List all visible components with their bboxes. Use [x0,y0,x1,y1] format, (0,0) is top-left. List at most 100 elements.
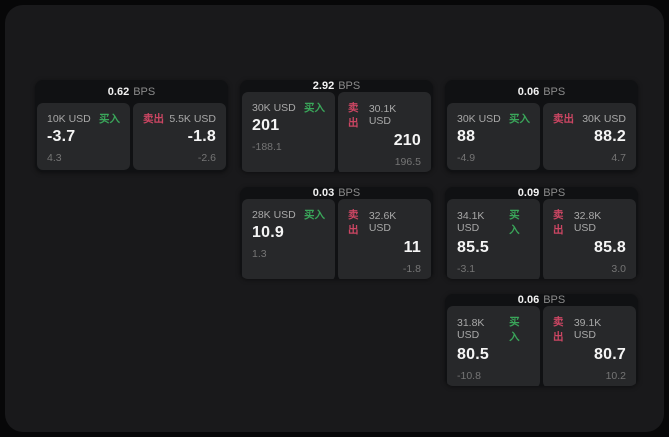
sell-quote-tile[interactable]: 卖出 32.8K USD 85.8 3.0 [543,199,636,279]
bps-value: 0.03 [312,187,335,199]
buy-delta: -188.1 [252,141,282,153]
quote-card: 0.62 BPS 10K USD 买入 -3.7 4.3 卖出 5.5K USD… [35,80,228,172]
quote-cards-grid: 0.62 BPS 10K USD 买入 -3.7 4.3 卖出 5.5K USD… [35,80,638,386]
sell-delta: 10.2 [605,370,626,382]
buy-delta: -3.1 [457,263,476,275]
card-header: 0.09 BPS [445,187,638,199]
sell-size-label: 5.5K USD [169,112,216,125]
buy-price: 88 [457,128,476,145]
sell-price: 85.8 [594,239,626,256]
bps-suffix-label: BPS [543,85,566,98]
sell-price: 11 [403,239,421,256]
bps-suffix-label: BPS [543,187,566,199]
buy-side-label: 买入 [509,209,520,236]
sell-size-label: 32.8K USD [573,210,602,234]
sell-size-label: 30.1K USD [368,103,397,127]
sell-quote-tile[interactable]: 卖出 5.5K USD -1.8 -2.6 [133,103,226,170]
sell-size-label: 32.6K USD [368,210,397,234]
quote-tiles: 30K USD 买入 201 -188.1 卖出 30.1K USD 210 1… [240,92,433,172]
card-header: 2.92 BPS [240,80,433,92]
buy-size-label: 31.8K USD [457,317,485,341]
buy-delta: 4.3 [47,152,62,164]
buy-delta: 1.3 [252,248,267,260]
bps-value: 0.06 [517,294,540,306]
sell-price: 80.7 [594,346,626,363]
buy-price: 201 [252,117,280,134]
buy-quote-tile[interactable]: 10K USD 买入 -3.7 4.3 [37,103,130,170]
buy-quote-tile[interactable]: 34.1K USD 买入 85.5 -3.1 [447,199,540,279]
bps-value: 2.92 [312,80,335,92]
buy-price: 80.5 [457,346,489,363]
sell-tile-header: 卖出 32.8K USD [553,207,626,237]
sell-tile-header: 卖出 30.1K USD [348,100,421,130]
sell-price: 210 [393,132,421,149]
buy-quote-tile[interactable]: 31.8K USD 买入 80.5 -10.8 [447,306,540,386]
card-header: 0.06 BPS [445,294,638,306]
sell-side-label: 卖出 [553,113,574,125]
buy-delta: -4.9 [457,152,476,164]
buy-side-label: 买入 [304,102,325,114]
quote-card: 0.09 BPS 34.1K USD 买入 85.5 -3.1 卖出 32.8K… [445,187,638,279]
buy-side-label: 买入 [304,209,325,221]
buy-quote-tile[interactable]: 30K USD 买入 201 -188.1 [242,92,335,172]
sell-size-label: 30K USD [582,112,626,125]
sell-quote-tile[interactable]: 卖出 32.6K USD 11 -1.8 [338,199,431,279]
sell-side-label: 卖出 [553,316,564,343]
sell-side-label: 卖出 [348,102,359,129]
sell-delta: 3.0 [611,263,626,275]
sell-size-label: 39.1K USD [573,317,602,341]
sell-tile-header: 卖出 30K USD [553,111,626,126]
buy-delta: -10.8 [457,370,481,382]
bps-suffix-label: BPS [543,294,566,306]
bps-suffix-label: BPS [338,187,361,199]
quote-tiles: 31.8K USD 买入 80.5 -10.8 卖出 39.1K USD 80.… [445,306,638,386]
sell-tile-header: 卖出 39.1K USD [553,314,626,344]
buy-size-label: 10K USD [47,112,91,125]
quote-tiles: 28K USD 买入 10.9 1.3 卖出 32.6K USD 11 -1.8 [240,199,433,279]
bps-suffix-label: BPS [338,80,361,92]
bps-suffix-label: BPS [133,85,156,98]
sell-side-label: 卖出 [553,209,564,236]
card-header: 0.03 BPS [240,187,433,199]
buy-price: 10.9 [252,224,284,241]
sell-delta: -1.8 [402,263,421,275]
quote-card: 0.03 BPS 28K USD 买入 10.9 1.3 卖出 32.6K US… [240,187,433,279]
buy-quote-tile[interactable]: 28K USD 买入 10.9 1.3 [242,199,335,279]
buy-tile-header: 10K USD 买入 [47,111,120,126]
card-header: 0.06 BPS [445,80,638,103]
sell-delta: -2.6 [197,152,216,164]
sell-quote-tile[interactable]: 卖出 39.1K USD 80.7 10.2 [543,306,636,386]
buy-tile-header: 31.8K USD 买入 [457,314,530,344]
quote-card: 2.92 BPS 30K USD 买入 201 -188.1 卖出 30.1K … [240,80,433,172]
bps-value: 0.09 [517,187,540,199]
buy-tile-header: 30K USD 买入 [457,111,530,126]
buy-side-label: 买入 [509,316,520,343]
sell-price: 88.2 [594,128,626,145]
buy-side-label: 买入 [509,113,530,125]
buy-price: 85.5 [457,239,489,256]
buy-side-label: 买入 [99,113,120,125]
buy-size-label: 30K USD [457,112,501,125]
sell-delta: 196.5 [394,156,421,168]
sell-tile-header: 卖出 32.6K USD [348,207,421,237]
sell-side-label: 卖出 [348,209,359,236]
bps-value: 0.06 [517,85,540,98]
buy-size-label: 28K USD [252,208,296,221]
buy-quote-tile[interactable]: 30K USD 买入 88 -4.9 [447,103,540,170]
quote-card: 0.06 BPS 30K USD 买入 88 -4.9 卖出 30K USD 8… [445,80,638,172]
sell-price: -1.8 [187,128,216,145]
sell-side-label: 卖出 [143,113,164,125]
buy-size-label: 30K USD [252,101,296,114]
sell-delta: 4.7 [611,152,626,164]
quote-tiles: 30K USD 买入 88 -4.9 卖出 30K USD 88.2 4.7 [445,103,638,172]
buy-tile-header: 28K USD 买入 [252,207,325,222]
quote-tiles: 34.1K USD 买入 85.5 -3.1 卖出 32.8K USD 85.8… [445,199,638,279]
card-header: 0.62 BPS [35,80,228,103]
quote-tiles: 10K USD 买入 -3.7 4.3 卖出 5.5K USD -1.8 -2.… [35,103,228,172]
sell-tile-header: 卖出 5.5K USD [143,111,216,126]
quote-card: 0.06 BPS 31.8K USD 买入 80.5 -10.8 卖出 39.1… [445,294,638,386]
sell-quote-tile[interactable]: 卖出 30K USD 88.2 4.7 [543,103,636,170]
sell-quote-tile[interactable]: 卖出 30.1K USD 210 196.5 [338,92,431,172]
bps-value: 0.62 [107,85,130,98]
buy-size-label: 34.1K USD [457,210,485,234]
